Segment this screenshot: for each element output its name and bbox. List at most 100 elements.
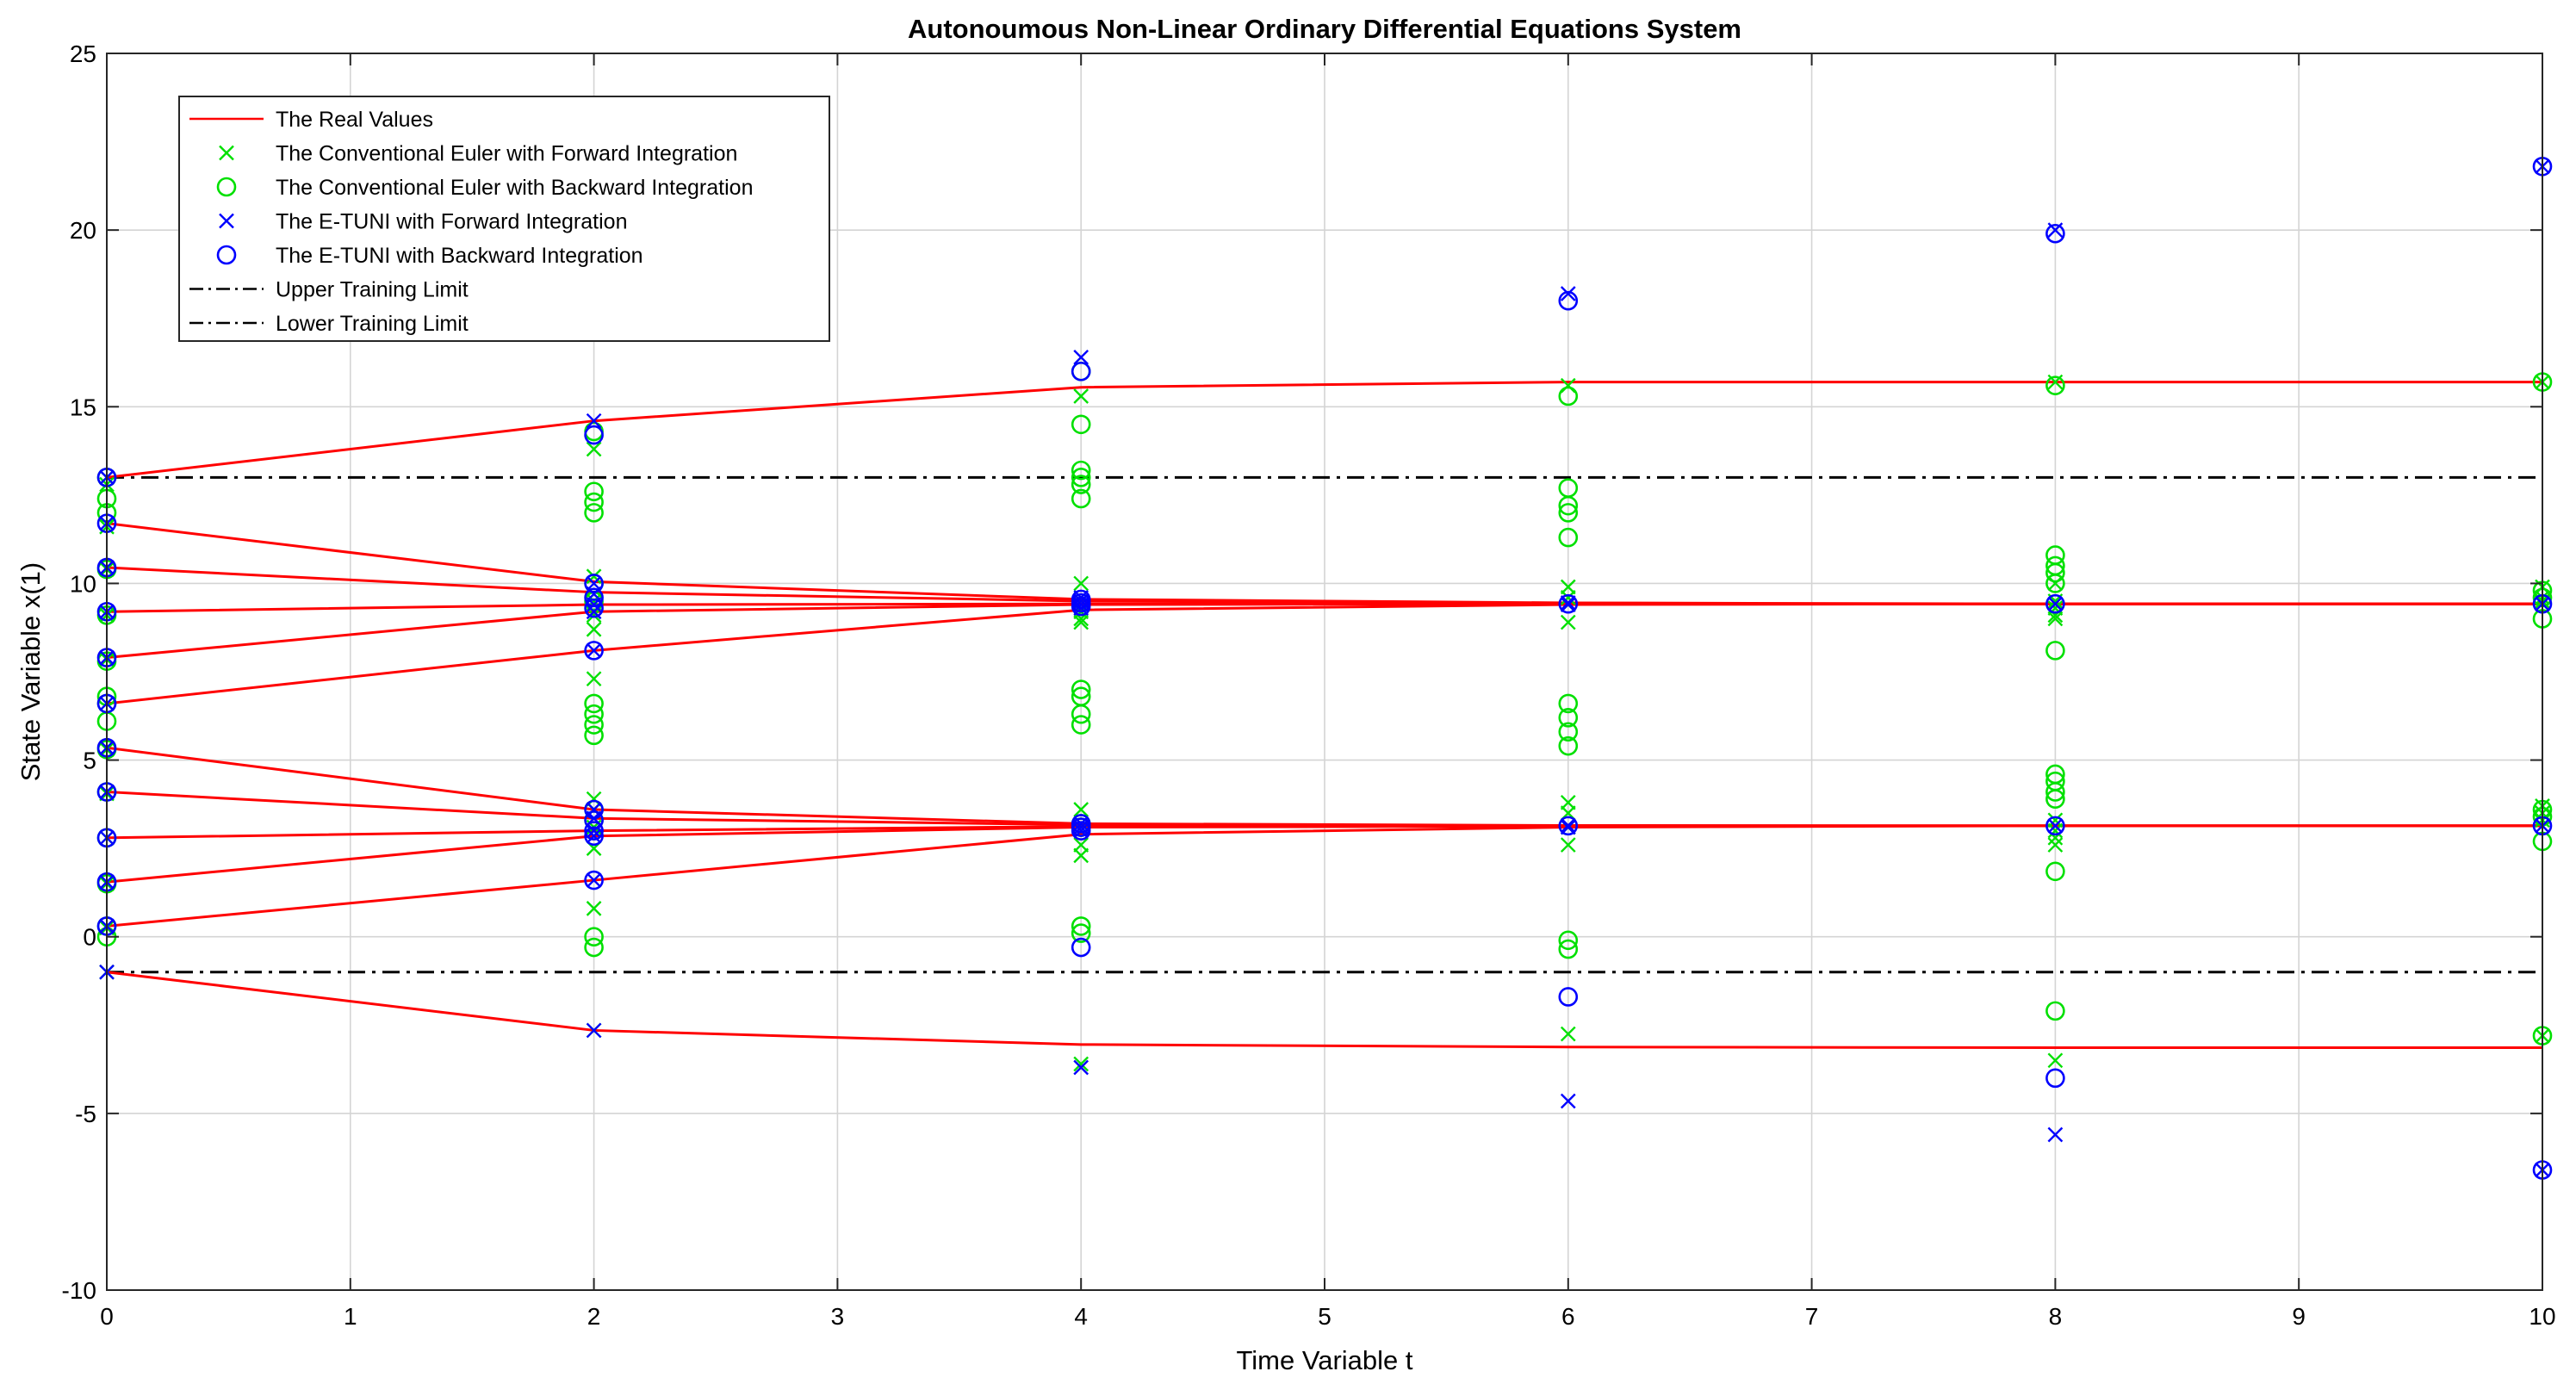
x-tick-label: 9: [2292, 1303, 2306, 1330]
etuni-forward-marker: [1560, 817, 1576, 834]
real-values-line: [106, 381, 2542, 479]
etuni-forward-marker: [586, 810, 602, 827]
etuni-backward-marker: [1071, 937, 1091, 958]
euler-forward-marker: [586, 671, 602, 687]
real-values-line: [106, 824, 2542, 928]
etuni-backward-marker: [584, 425, 604, 445]
legend-label: The E-TUNI with Forward Integration: [276, 210, 627, 234]
etuni-forward-marker: [586, 604, 602, 620]
euler-backward-marker: [1071, 488, 1091, 509]
euler-forward-marker: [1560, 589, 1576, 605]
etuni-forward-marker: [1560, 595, 1576, 611]
etuni-forward-marker: [1073, 816, 1089, 832]
legend-label: The Real Values: [276, 108, 433, 132]
x-tick-label: 5: [1318, 1303, 1331, 1330]
y-tick-label: 25: [70, 40, 96, 67]
y-tick-label: 20: [70, 217, 96, 244]
legend-label: The E-TUNI with Backward Integration: [276, 244, 643, 268]
euler-forward-marker: [1073, 1056, 1089, 1072]
euler-forward-marker: [2047, 822, 2064, 839]
euler-backward-marker: [584, 725, 604, 746]
euler-backward-marker: [1558, 930, 1579, 951]
euler-forward-marker: [1073, 802, 1089, 817]
etuni-forward-marker: [586, 1022, 602, 1039]
euler-backward-marker: [2045, 782, 2065, 802]
legend-circle-swatch: [216, 177, 237, 197]
etuni-forward-marker: [586, 822, 602, 839]
etuni-forward-marker: [1073, 1059, 1089, 1076]
legend-label: Upper Training Limit: [276, 278, 469, 302]
euler-backward-marker: [584, 693, 604, 714]
etuni-backward-marker: [584, 821, 604, 841]
euler-backward-marker: [584, 937, 604, 958]
etuni-backward-marker: [1558, 290, 1579, 311]
euler-backward-marker: [1071, 475, 1091, 494]
euler-forward-marker: [586, 621, 602, 637]
legend-box: [178, 96, 830, 342]
euler-backward-marker: [1558, 495, 1579, 516]
x-tick-label: 6: [1561, 1303, 1575, 1330]
x-tick-label: 1: [344, 1303, 357, 1330]
legend: The Real Values The Conventional Euler wi…: [178, 96, 830, 342]
euler-backward-marker: [1558, 503, 1579, 523]
etuni-backward-marker: [1558, 987, 1579, 1007]
euler-backward-marker: [2045, 789, 2065, 810]
etuni-forward-marker: [2047, 596, 2064, 612]
x-tick-label: 0: [100, 1303, 114, 1330]
euler-backward-marker: [1558, 708, 1579, 728]
euler-forward-marker: [2047, 837, 2064, 853]
euler-backward-marker: [1558, 693, 1579, 714]
y-tick-label: 5: [83, 748, 96, 774]
euler-forward-marker: [2047, 611, 2064, 627]
euler-forward-marker: [1560, 837, 1576, 853]
euler-backward-marker: [1558, 527, 1579, 548]
x-tick-label: 8: [2049, 1303, 2063, 1330]
etuni-forward-marker: [1073, 597, 1089, 612]
etuni-backward-marker: [584, 826, 604, 847]
etuni-forward-marker: [1073, 349, 1089, 365]
legend-label: The Conventional Euler with Backward Int…: [276, 176, 753, 200]
etuni-backward-marker: [584, 641, 604, 661]
euler-forward-marker: [1560, 1026, 1576, 1042]
euler-backward-marker: [2045, 861, 2065, 882]
etuni-forward-marker: [1073, 600, 1089, 616]
euler-forward-marker: [1560, 377, 1576, 394]
euler-forward-marker: [1073, 614, 1089, 630]
etuni-backward-marker: [584, 810, 604, 830]
euler-backward-marker: [2045, 375, 2065, 395]
euler-backward-marker: [1558, 386, 1579, 406]
etuni-forward-marker: [1073, 822, 1089, 839]
y-tick-label: 15: [70, 394, 96, 420]
euler-backward-marker: [1071, 460, 1091, 481]
etuni-backward-marker: [2045, 593, 2065, 614]
euler-backward-marker: [584, 492, 604, 512]
etuni-backward-marker: [1071, 821, 1091, 841]
etuni-backward-marker: [2045, 223, 2065, 244]
euler-backward-marker: [1071, 923, 1091, 943]
euler-forward-marker: [586, 568, 602, 585]
y-tick-label: -10: [62, 1277, 96, 1304]
euler-backward-marker: [1558, 722, 1579, 742]
euler-backward-marker: [1071, 468, 1091, 487]
euler-backward-marker: [584, 927, 604, 947]
y-tick-label: 10: [70, 570, 96, 597]
etuni-forward-marker: [2047, 818, 2064, 834]
etuni-backward-marker: [1558, 593, 1579, 614]
euler-backward-marker: [1071, 679, 1091, 699]
etuni-forward-marker: [1560, 819, 1576, 835]
x-tick-label: 7: [1805, 1303, 1819, 1330]
euler-backward-marker: [584, 503, 604, 523]
y-tick-label: -5: [75, 1101, 96, 1127]
legend-cross-swatch: [219, 145, 234, 161]
etuni-backward-marker: [584, 574, 604, 593]
etuni-forward-marker: [586, 642, 602, 659]
etuni-forward-marker: [586, 597, 602, 612]
legend-label: Lower Training Limit: [276, 312, 469, 336]
euler-forward-marker: [2047, 575, 2064, 592]
etuni-backward-marker: [2045, 1068, 2065, 1089]
etuni-forward-marker: [586, 413, 602, 429]
etuni-forward-marker: [1560, 286, 1576, 301]
x-axis-label: Time Variable t: [1236, 1345, 1412, 1375]
training-limits: [107, 475, 2542, 974]
etuni-backward-marker: [584, 598, 604, 618]
